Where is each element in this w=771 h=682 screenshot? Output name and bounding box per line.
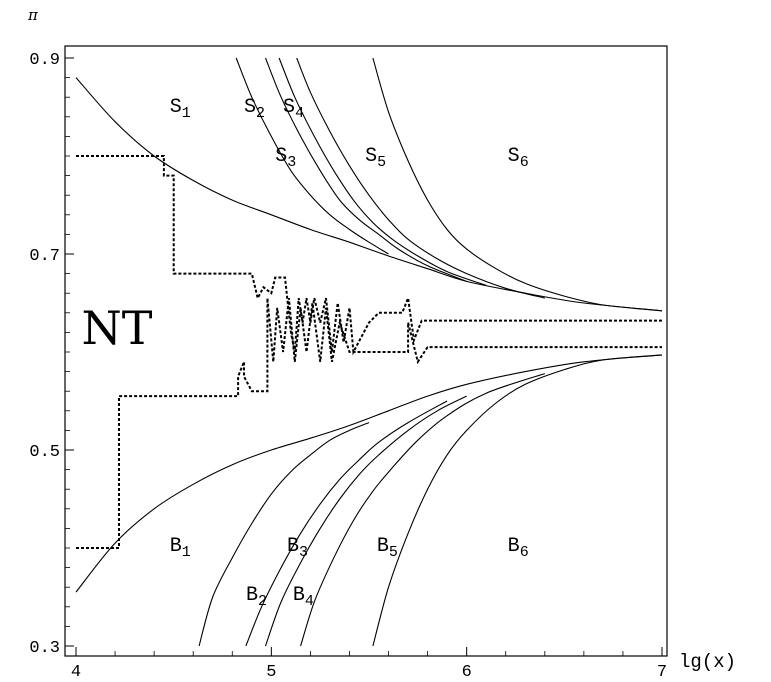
upper-curve-s6 bbox=[372, 57, 663, 312]
upper-curve-s1 bbox=[75, 77, 663, 312]
lower-curve-b5 bbox=[300, 373, 545, 647]
plot-frame bbox=[64, 45, 668, 657]
lower-curve-b4 bbox=[264, 395, 467, 647]
region-label-b3: B3 bbox=[287, 535, 308, 561]
tick-marks bbox=[65, 57, 663, 656]
upper-curve-s2 bbox=[235, 57, 389, 255]
x-tick-label-2: 6 bbox=[462, 663, 472, 682]
region-label-b5: B5 bbox=[377, 535, 398, 561]
region-label-s3: S3 bbox=[275, 145, 296, 171]
region-label-s5: S5 bbox=[365, 145, 386, 171]
region-label-s4: S4 bbox=[283, 96, 304, 122]
dotted-upper-boundary bbox=[76, 155, 662, 356]
upper-curve-s3 bbox=[264, 57, 467, 282]
region-label-b1: B1 bbox=[170, 535, 191, 561]
lower-curve-b3 bbox=[245, 400, 448, 647]
upper-curve-s5 bbox=[296, 57, 545, 299]
curves bbox=[75, 57, 663, 647]
lower-curve-b1 bbox=[75, 354, 663, 593]
y-axis-label: π bbox=[27, 6, 39, 24]
region-annotations: S1 S2 S4 S3 S5 S6 B1 B3 B5 B6 B2 B4 NT bbox=[82, 96, 529, 610]
region-label-s2: S2 bbox=[244, 96, 265, 122]
region-label-s1: S1 bbox=[170, 96, 191, 122]
x-tick-label-1: 5 bbox=[266, 663, 276, 682]
y-tick-label-2: 0.7 bbox=[29, 247, 60, 266]
y-tick-label-3: 0.9 bbox=[29, 51, 60, 70]
lower-curve-b6 bbox=[372, 354, 663, 647]
upper-curve-s4 bbox=[278, 57, 487, 286]
dotted-lower-boundary bbox=[76, 297, 662, 549]
y-tick-label-0: 0.3 bbox=[29, 639, 60, 658]
region-label-b6: B6 bbox=[508, 535, 529, 561]
y-tick-label-1: 0.5 bbox=[29, 443, 60, 462]
region-label-b2: B2 bbox=[246, 584, 267, 610]
x-axis-label: lg(x) bbox=[679, 651, 736, 673]
lower-curve-b2 bbox=[198, 422, 370, 647]
nt-region-label: NT bbox=[82, 301, 153, 355]
x-tick-label-0: 4 bbox=[71, 663, 81, 682]
region-label-b4: B4 bbox=[293, 584, 314, 610]
tick-labels: 0.3 0.5 0.7 0.9 4 5 6 7 bbox=[29, 51, 667, 682]
x-tick-label-3: 7 bbox=[657, 663, 667, 682]
region-label-s6: S6 bbox=[508, 145, 529, 171]
